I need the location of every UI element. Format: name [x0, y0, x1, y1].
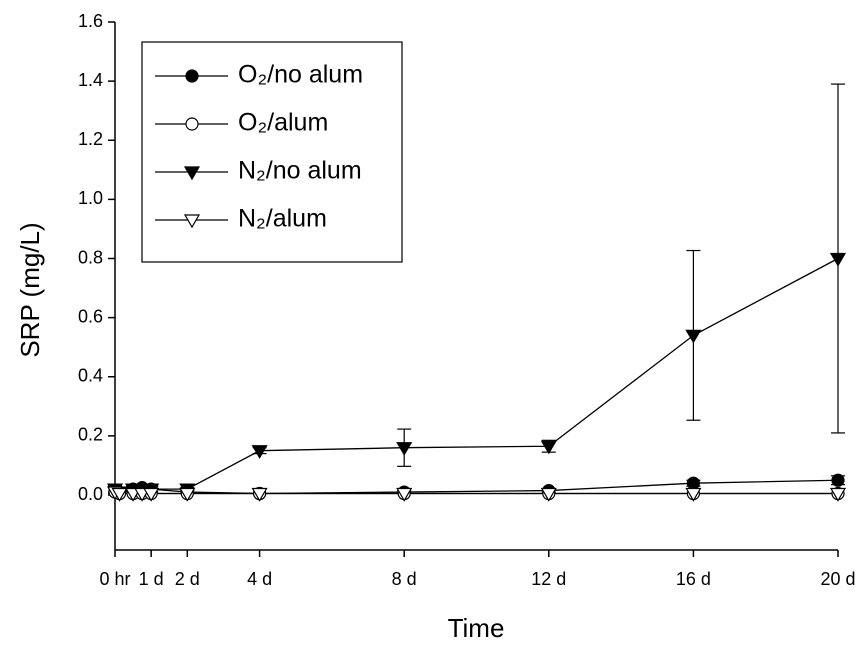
legend-label: N₂/no alum	[238, 157, 362, 185]
marker	[540, 440, 557, 455]
legend-marker	[185, 69, 199, 83]
legend-box	[141, 41, 403, 263]
marker	[396, 442, 413, 456]
y-tick-label: 1.4	[78, 70, 103, 90]
x-tick-label: 4 d	[247, 569, 272, 589]
marker	[540, 487, 557, 502]
y-tick-label: 1.0	[78, 188, 103, 208]
y-tick-label: 1.6	[78, 11, 103, 31]
series-line	[114, 257, 839, 493]
marker	[831, 473, 845, 487]
marker	[396, 487, 413, 502]
x-tick-label: 16 d	[676, 569, 711, 589]
y-tick-label: 0.8	[78, 247, 103, 267]
marker	[829, 252, 847, 267]
marker	[685, 487, 702, 502]
y-axis-title: SRP (mg/L)	[15, 222, 45, 357]
marker	[829, 487, 847, 502]
marker	[251, 445, 268, 459]
legend-label: O₂/alum	[238, 109, 328, 137]
y-tick-label: 0.6	[78, 306, 103, 326]
legend-marker	[185, 117, 199, 131]
legend-label: O₂/no alum	[238, 61, 363, 89]
series-line	[114, 479, 839, 495]
x-tick-label: 8 d	[392, 569, 417, 589]
y-tick-label: 0.4	[78, 366, 103, 386]
legend-label: N₂/alum	[238, 205, 327, 233]
marker	[179, 487, 196, 502]
x-tick-label: 20 d	[820, 569, 855, 589]
x-tick-label: 12 d	[531, 569, 566, 589]
legend-marker	[183, 214, 201, 229]
marker	[251, 487, 268, 502]
marker	[111, 487, 128, 502]
x-tick-label: 0 hr	[99, 569, 130, 589]
legend-marker	[183, 166, 201, 181]
marker	[685, 329, 702, 344]
y-tick-label: 0.0	[78, 484, 103, 504]
x-tick-label: 2 d	[175, 569, 200, 589]
y-tick-label: 1.2	[78, 129, 103, 149]
marker	[143, 487, 160, 502]
y-tick-label: 0.2	[78, 425, 103, 445]
x-axis-title: Time	[448, 613, 505, 643]
x-tick-label: 1 d	[139, 569, 164, 589]
